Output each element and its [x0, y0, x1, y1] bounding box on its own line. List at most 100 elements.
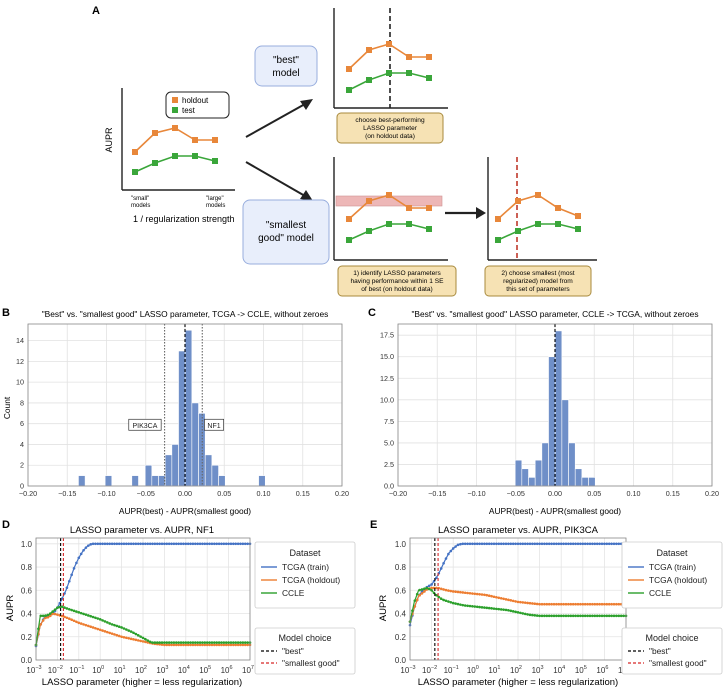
legend-choice-box	[254, 627, 356, 675]
hist-bar	[164, 454, 173, 487]
series-point-ccle	[466, 604, 469, 608]
series-point-train	[210, 542, 214, 546]
smallest-good-label-1: "smallest	[266, 220, 306, 231]
schematic-test-points	[132, 153, 218, 175]
series-point-ccle	[151, 641, 154, 644]
series-point-holdout	[562, 602, 565, 606]
y-tick-label: 0.2	[21, 633, 33, 642]
series-point-train	[499, 542, 503, 546]
series-point-ccle	[485, 606, 489, 610]
note-choose-3: this set of parameters	[506, 286, 570, 293]
hist-bar	[171, 444, 179, 487]
series-point-ccle	[487, 606, 491, 610]
series-point-holdout	[571, 602, 575, 606]
series-point-train	[471, 542, 474, 546]
series-point-train	[94, 542, 97, 546]
series-point-train	[439, 567, 443, 570]
series-point-train	[502, 542, 505, 546]
series-point-holdout	[229, 643, 233, 647]
legend-label-ccle: CCLE	[282, 588, 305, 598]
series-point-ccle	[210, 641, 214, 644]
y-tick-label: 0.6	[395, 586, 407, 595]
series-point-ccle	[177, 641, 180, 644]
hist-bar	[514, 459, 523, 487]
series-point-ccle	[610, 614, 613, 618]
series-point-ccle	[87, 614, 90, 617]
x-tick-label: 10−2	[422, 665, 437, 675]
series-point-holdout	[447, 589, 450, 592]
series-point-ccle	[132, 631, 135, 635]
series-point-ccle	[246, 641, 249, 644]
series-point-ccle	[439, 597, 443, 601]
series-point-train	[557, 542, 561, 546]
series-point-holdout	[526, 601, 529, 605]
series-point-holdout	[557, 602, 561, 606]
x-tick-label: 0.05	[217, 489, 231, 498]
series-point-train	[487, 542, 491, 546]
series-point-train	[91, 542, 95, 546]
series-point-ccle	[523, 612, 527, 616]
x-tick-label: 0.00	[178, 489, 192, 498]
series-point-train	[497, 542, 501, 546]
series-point-train	[115, 542, 119, 546]
series-point-holdout	[521, 601, 525, 604]
series-point-train	[241, 542, 245, 546]
y-tick-label: 0.4	[21, 610, 33, 619]
series-point-train	[110, 542, 114, 546]
series-point-holdout	[141, 640, 145, 643]
x-tick-label: 100	[92, 665, 104, 675]
series-point-holdout	[174, 643, 178, 647]
series-point-train	[127, 542, 131, 546]
best-model-box	[254, 45, 318, 87]
series-point-holdout	[595, 602, 599, 606]
series-point-ccle	[471, 604, 474, 608]
series-point-ccle	[591, 614, 594, 618]
series-point-train	[550, 542, 553, 546]
series-point-train	[519, 542, 522, 546]
series-point-train	[106, 542, 109, 546]
series-point-holdout	[205, 643, 209, 647]
series-point-holdout	[115, 633, 119, 637]
series-point-holdout	[475, 592, 479, 596]
series-point-train	[125, 542, 128, 546]
series-point-train	[148, 542, 152, 546]
series-point-holdout	[555, 602, 558, 606]
series-point-ccle	[213, 641, 216, 644]
series-point-ccle	[593, 614, 597, 618]
series-point-holdout	[117, 634, 121, 638]
series-point-ccle	[423, 587, 426, 591]
series-point-holdout	[136, 639, 140, 642]
hist-bar	[534, 459, 543, 487]
series-point-train	[75, 561, 78, 565]
series-point-train	[514, 542, 517, 546]
series-point-ccle	[607, 614, 611, 618]
series-point-holdout	[177, 643, 180, 647]
series-point-holdout	[194, 643, 197, 647]
hist-bar	[568, 442, 576, 487]
y-tick-label: 0.8	[395, 563, 407, 572]
series-point-holdout	[241, 643, 245, 647]
hist-bar	[78, 475, 86, 487]
series-point-holdout	[593, 602, 597, 606]
panel-d-frame	[35, 537, 251, 661]
series-point-ccle	[447, 600, 450, 603]
x-tick-label: 0.20	[705, 489, 719, 498]
series-point-holdout	[53, 612, 57, 616]
series-point-holdout	[514, 600, 517, 603]
series-point-ccle	[449, 600, 453, 604]
series-point-holdout	[502, 597, 505, 601]
y-tick-label: 0.0	[21, 656, 33, 665]
series-point-holdout	[461, 591, 465, 594]
series-point-ccle	[113, 623, 116, 627]
series-point-ccle	[538, 614, 541, 618]
series-point-ccle	[574, 614, 577, 618]
series-point-holdout	[201, 643, 204, 647]
y-tick-label: 0.8	[21, 563, 33, 572]
series-point-ccle	[612, 614, 616, 618]
panel-b: B "Best" vs. "smallest good" LASSO param…	[2, 307, 349, 516]
series-point-holdout	[239, 643, 242, 647]
series-point-ccle	[70, 608, 73, 612]
series-point-train	[60, 597, 64, 600]
y-tick-label: 15.0	[380, 352, 394, 361]
series-point-ccle	[535, 614, 539, 617]
